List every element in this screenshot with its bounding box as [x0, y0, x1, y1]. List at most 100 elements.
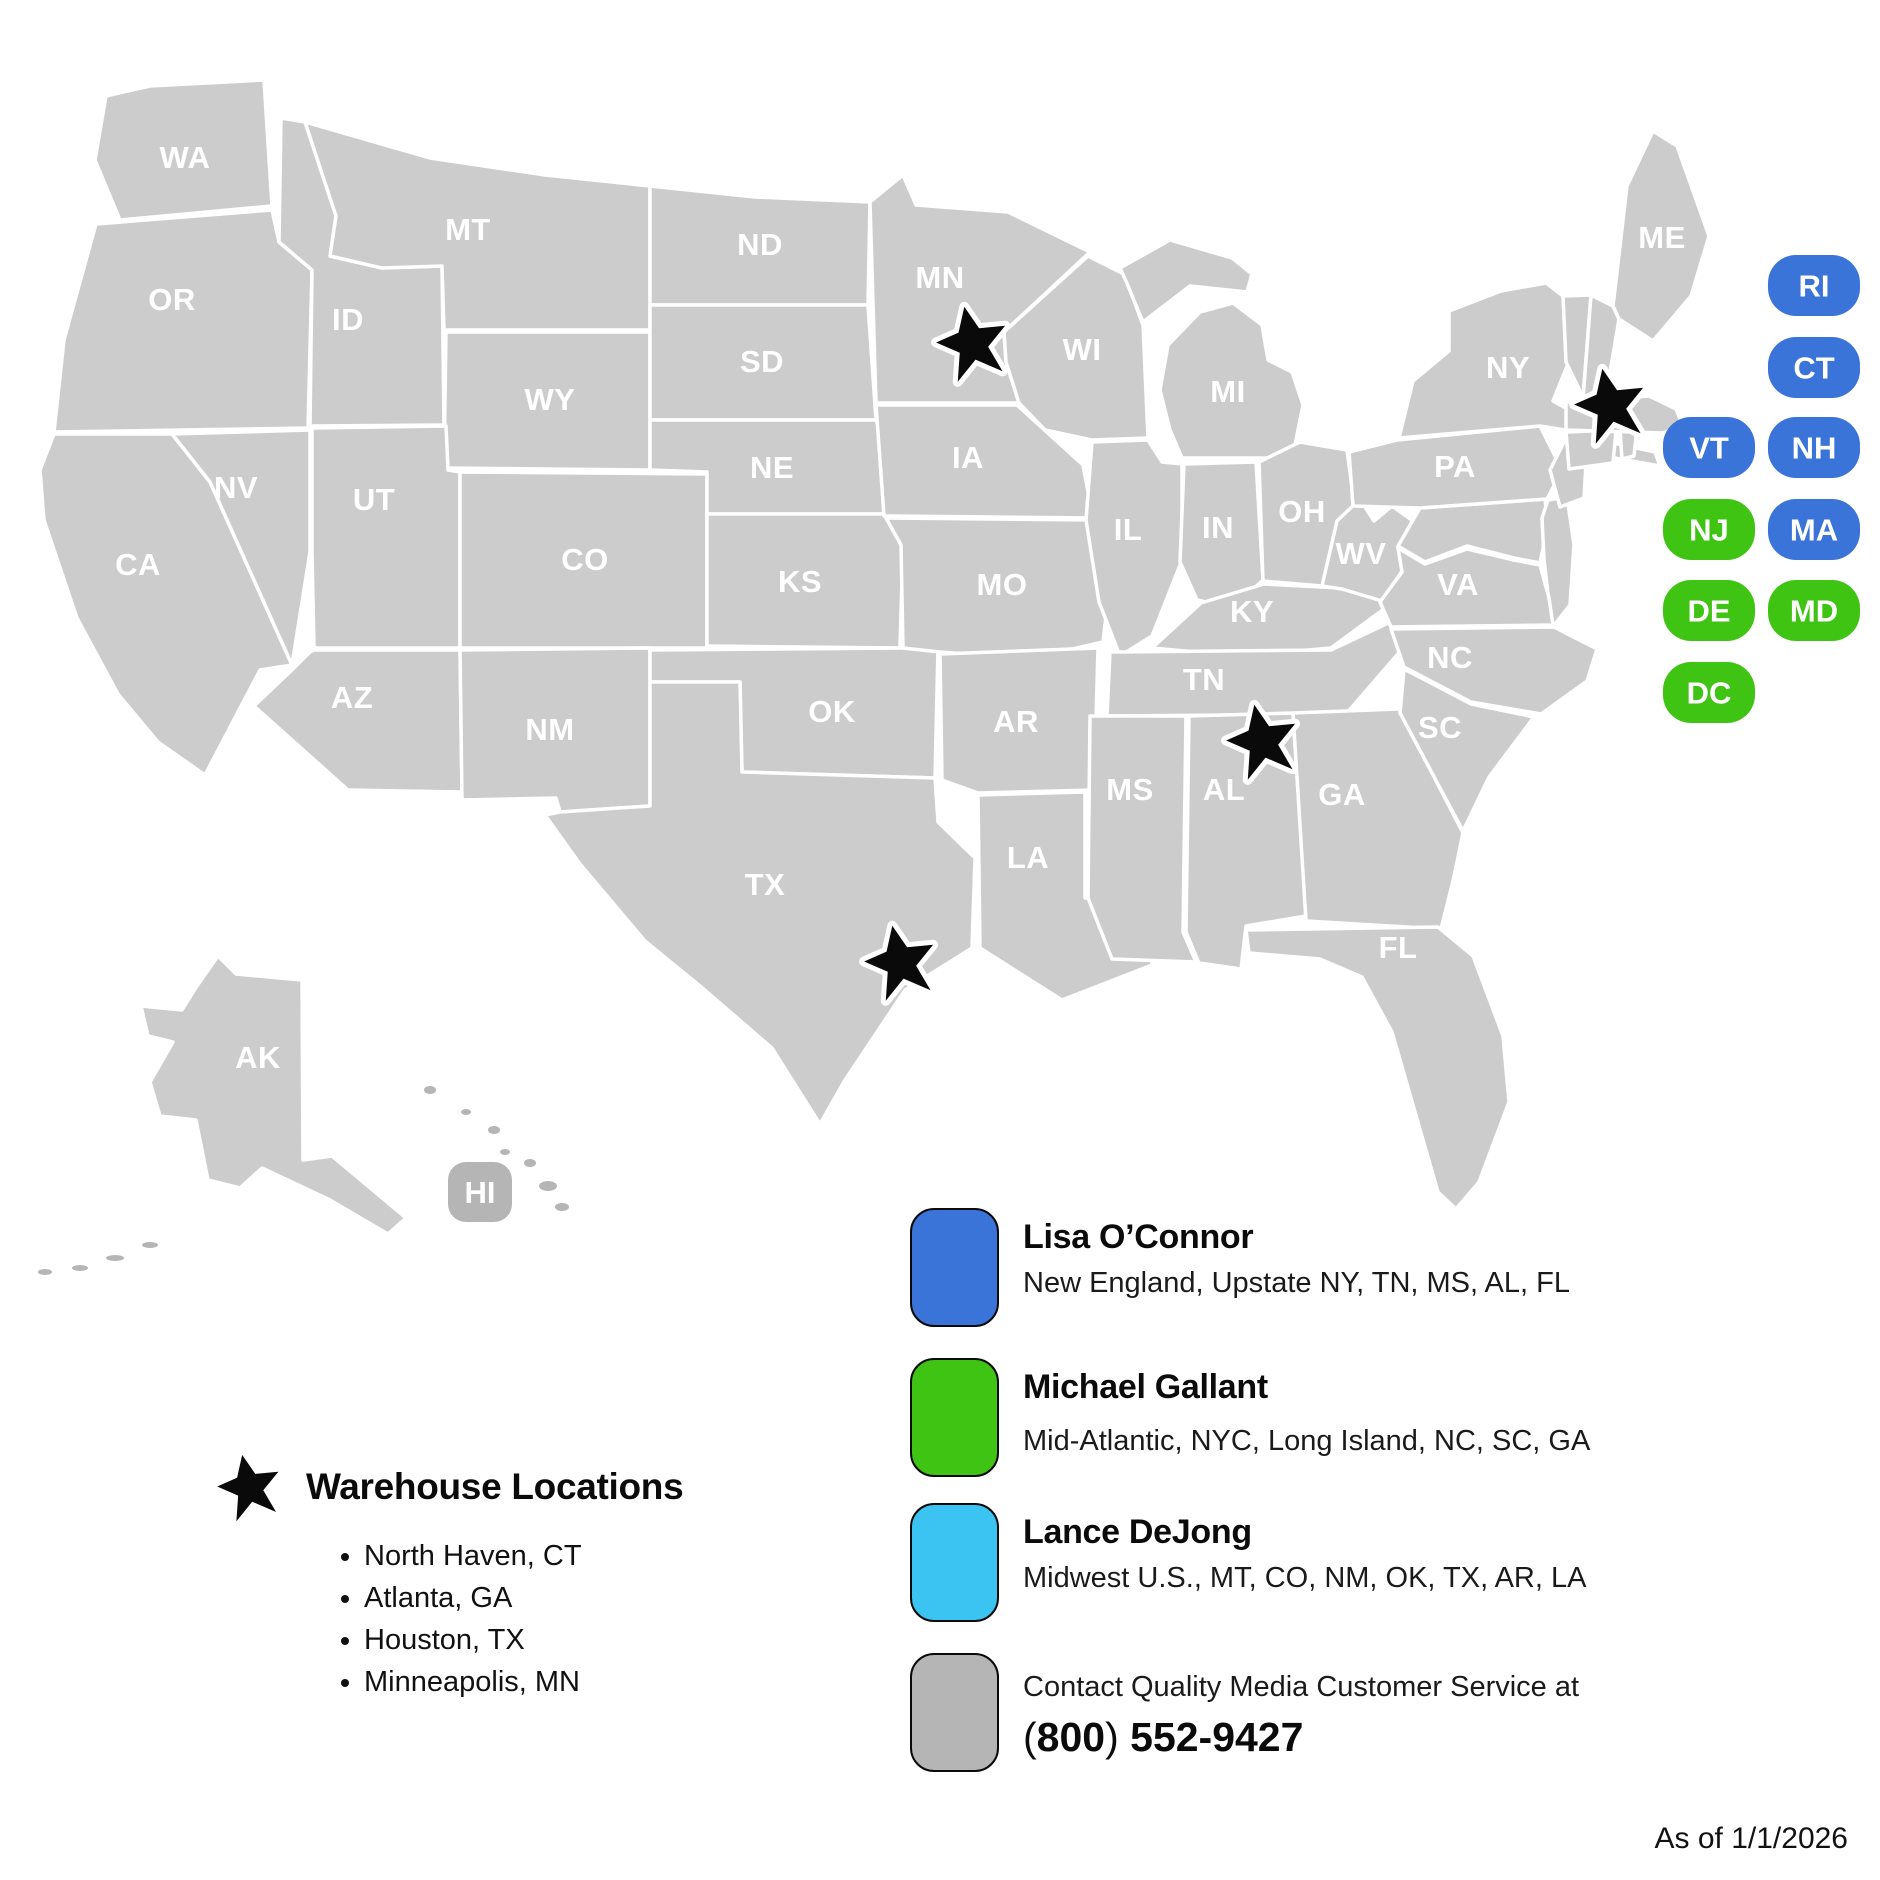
state-shape-ak	[139, 954, 408, 1236]
state-label-tx: TX	[745, 867, 786, 902]
hawaii-badge: HI	[448, 1162, 512, 1222]
hawaii-badge-label: HI	[465, 1175, 496, 1210]
state-label-la: LA	[1007, 840, 1049, 875]
small-state-badge-label: RI	[1799, 269, 1830, 304]
state-label-tn: TN	[1183, 662, 1225, 697]
small-state-badge-nh	[1768, 417, 1860, 478]
state-shape-fl	[1244, 925, 1511, 1211]
state-shape-ar	[938, 646, 1100, 795]
state-label-wa: WA	[160, 140, 211, 175]
state-label-az: AZ	[331, 680, 373, 715]
small-state-badge-label: NH	[1792, 431, 1837, 466]
state-label-ca: CA	[115, 547, 161, 582]
hawaii-badge-shape	[448, 1162, 512, 1222]
hawaii-islands	[424, 1086, 569, 1211]
state-label-nd: ND	[737, 227, 783, 262]
small-state-badge-md	[1768, 580, 1860, 641]
state-label-co: CO	[561, 542, 609, 577]
state-shape-ms	[1086, 714, 1198, 964]
small-state-badge-ct	[1768, 337, 1860, 398]
warehouse-locations-list: North Haven, CT Atlanta, GA Houston, TX …	[340, 1540, 770, 1699]
list-item: Houston, TX	[364, 1624, 770, 1657]
state-label-ne: NE	[750, 450, 794, 485]
legend-row-customer-service: Contact Quality Media Customer Service a…	[910, 1653, 1579, 1772]
state-label-me: ME	[1638, 220, 1686, 255]
state-label-nc: NC	[1427, 640, 1473, 675]
small-state-badge-label: MD	[1790, 594, 1838, 629]
state-shape-mt	[303, 120, 652, 332]
small-state-badge-label: CT	[1793, 351, 1834, 386]
small-state-badge-label: DE	[1687, 594, 1730, 629]
state-label-ia: IA	[952, 440, 984, 475]
legend-row-michael: Michael Gallant Mid-Atlantic, NYC, Long …	[910, 1358, 1590, 1477]
state-label-ar: AR	[993, 704, 1039, 739]
state-labels: WA OR ID MT WY NV UT CA CO AZ NM ND SD NE KS OK TX MN IA MO…	[115, 140, 1686, 1075]
warehouse-locations-title: Warehouse Locations	[306, 1466, 684, 1507]
warehouse-locations-block: Warehouse Locations North Haven, CT Atla…	[210, 1448, 770, 1708]
state-label-il: IL	[1114, 512, 1143, 547]
legend-swatch-gray	[910, 1653, 999, 1772]
state-label-wi: WI	[1063, 332, 1102, 367]
state-label-al: AL	[1203, 772, 1245, 807]
small-state-badges: RI CT VT NH NJ MA DE MD DC	[1663, 255, 1860, 723]
state-label-nm: NM	[525, 712, 574, 747]
state-shape-nc	[1389, 625, 1599, 716]
list-item: Minneapolis, MN	[364, 1666, 770, 1699]
state-shape-wv	[1320, 497, 1422, 603]
aleutian-islands	[38, 1242, 158, 1275]
small-state-badge-vt	[1663, 417, 1755, 478]
legend-row-lance: Lance DeJong Midwest U.S., MT, CO, NM, O…	[910, 1503, 1586, 1622]
state-shape-wa	[93, 78, 274, 222]
small-state-badge-ri	[1768, 255, 1860, 316]
state-label-ky: KY	[1230, 594, 1274, 629]
state-label-wv: WV	[1336, 536, 1387, 571]
customer-service-phone: (800) 552-9427	[1023, 1714, 1304, 1760]
small-state-badge-label: DC	[1687, 676, 1732, 711]
as-of-date: As of 1/1/2026	[1654, 1822, 1848, 1855]
state-shape-or	[52, 208, 314, 434]
state-label-or: OR	[148, 282, 196, 317]
state-shape-nv	[170, 428, 312, 667]
state-label-mi: MI	[1210, 374, 1245, 409]
state-label-sc: SC	[1418, 710, 1462, 745]
legend-name: Lisa O’Connor	[1023, 1218, 1254, 1256]
state-label-sd: SD	[740, 344, 784, 379]
state-label-ga: GA	[1318, 777, 1366, 812]
state-shapes	[38, 78, 1711, 1236]
state-label-fl: FL	[1379, 930, 1418, 965]
state-shape-nh	[1581, 293, 1621, 401]
state-label-oh: OH	[1278, 494, 1326, 529]
state-label-ok: OK	[808, 694, 856, 729]
legend-row-lisa: Lisa O’Connor New England, Upstate NY, T…	[910, 1208, 1570, 1327]
list-item: Atlanta, GA	[364, 1582, 770, 1615]
state-label-pa: PA	[1434, 449, 1476, 484]
state-label-mo: MO	[977, 567, 1028, 602]
small-state-badge-label: MA	[1790, 513, 1838, 548]
state-label-ak: AK	[235, 1040, 281, 1075]
state-label-wy: WY	[525, 382, 576, 417]
state-shape-sc	[1398, 667, 1536, 833]
state-label-va: VA	[1437, 567, 1479, 602]
small-state-badge-nj	[1663, 499, 1755, 560]
state-label-ks: KS	[778, 564, 822, 599]
small-state-badge-label: NJ	[1689, 513, 1729, 548]
small-state-badge-ma	[1768, 499, 1860, 560]
state-label-ut: UT	[353, 482, 395, 517]
state-shape-nd	[648, 184, 872, 307]
state-label-mn: MN	[915, 260, 964, 295]
state-shape-mi-upper	[1118, 238, 1254, 324]
warehouse-star-icon	[212, 1450, 283, 1526]
legend-name: Michael Gallant	[1023, 1368, 1268, 1406]
legend-swatch-cyan	[910, 1503, 999, 1622]
list-item: North Haven, CT	[364, 1540, 770, 1573]
state-label-id: ID	[332, 302, 364, 337]
state-shape-va	[1378, 546, 1555, 629]
state-shape-az	[252, 648, 464, 794]
legend-territory: Midwest U.S., MT, CO, NM, OK, TX, AR, LA	[1023, 1562, 1587, 1594]
legend-territory: New England, Upstate NY, TN, MS, AL, FL	[1023, 1267, 1570, 1299]
state-label-in: IN	[1202, 510, 1234, 545]
small-state-badge-de	[1663, 580, 1755, 641]
state-shape-il	[1084, 438, 1184, 658]
